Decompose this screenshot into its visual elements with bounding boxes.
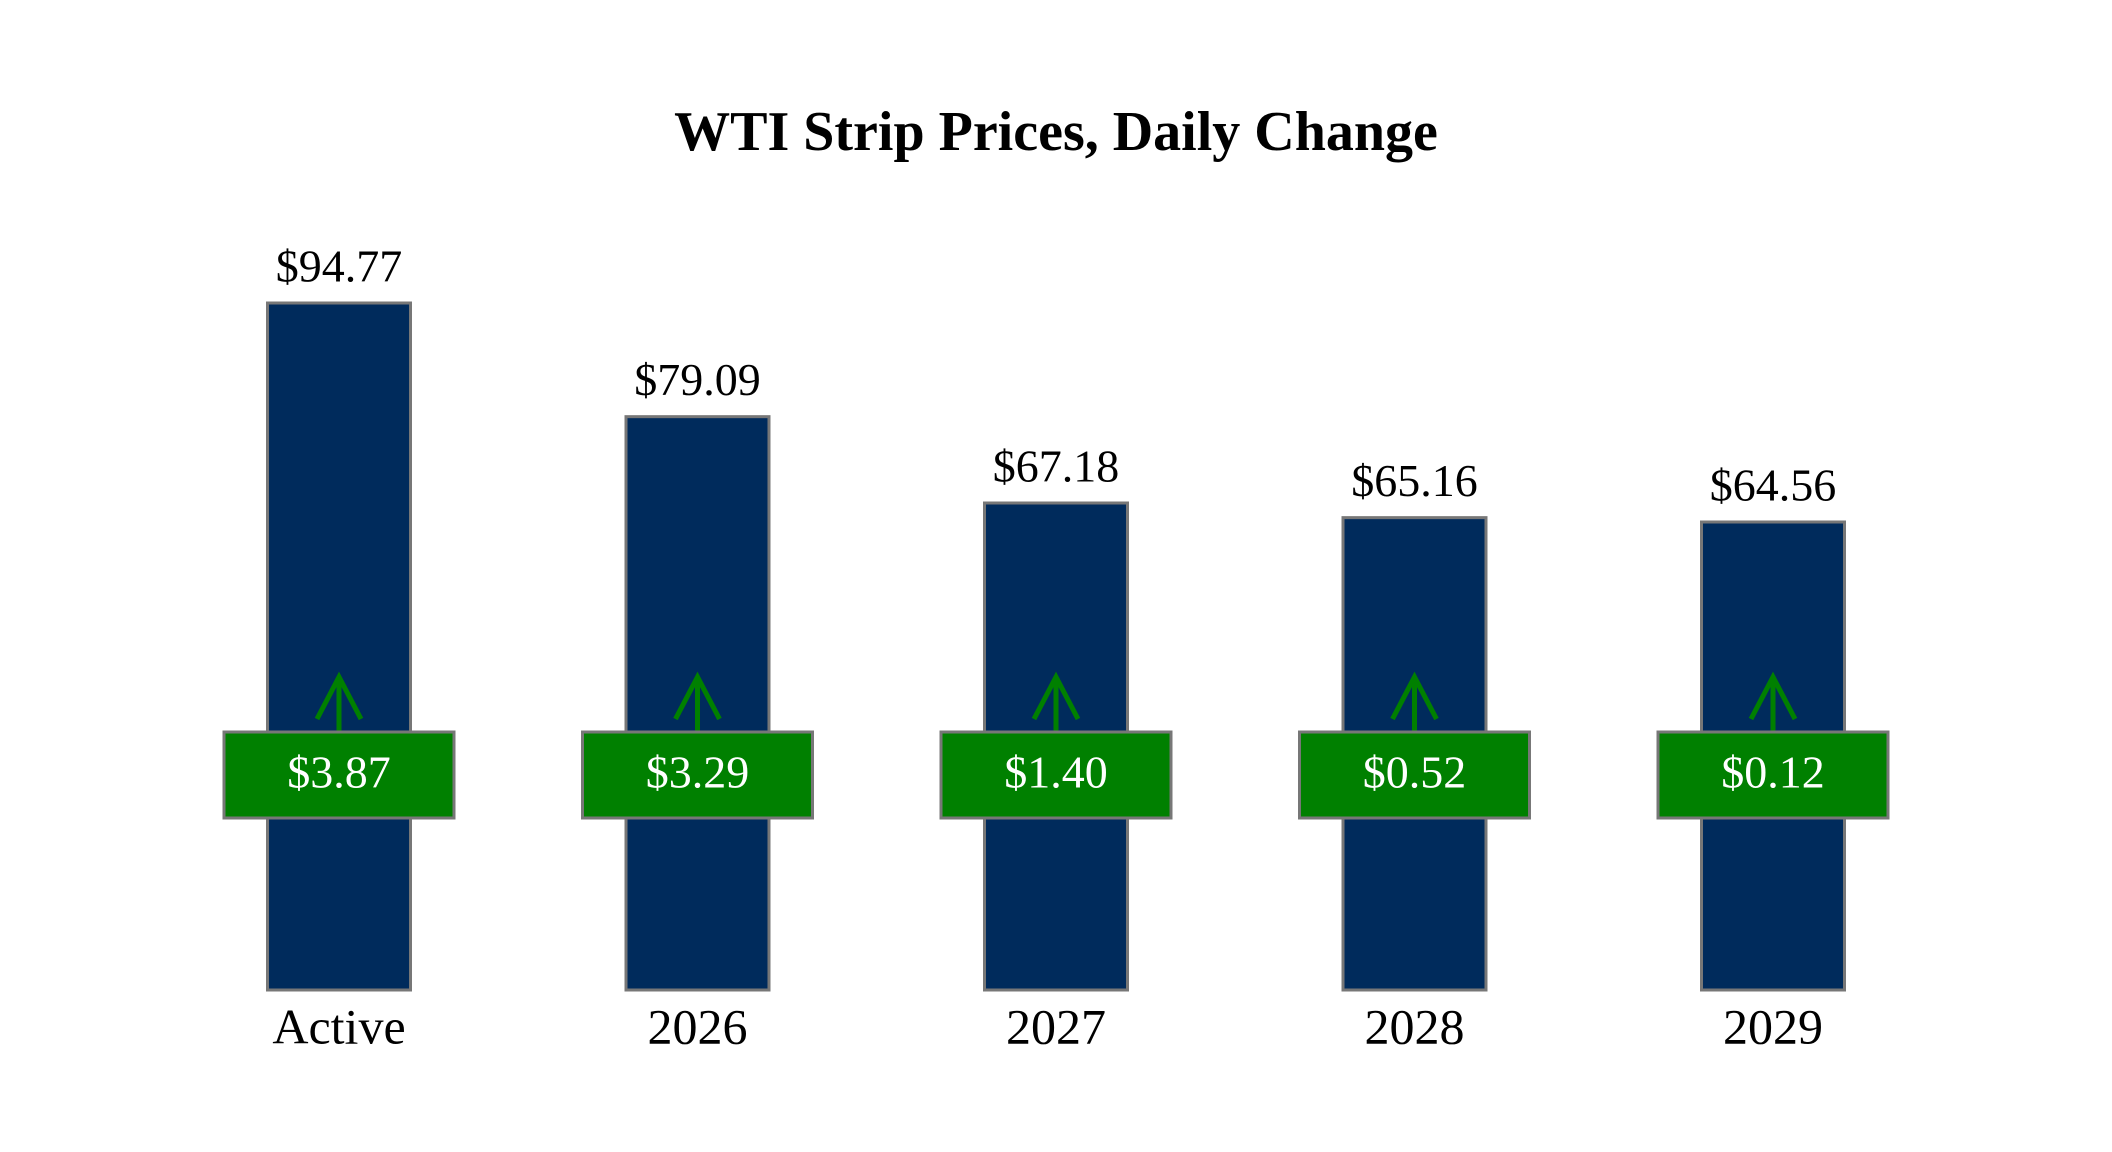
change-box [1656,730,1890,820]
change-label: $0.52 [1363,747,1467,798]
change-arrow [673,671,722,732]
change-box [939,730,1173,820]
change-box [1298,730,1531,820]
value-label: $79.09 [634,354,761,405]
value-label: $67.18 [993,441,1120,492]
chart-title: WTI Strip Prices, Daily Change [674,101,1438,163]
change-arrow [1748,671,1798,732]
bar [266,301,412,992]
x-tick-label: 2026 [648,998,748,1054]
x-tick-label: 2028 [1365,998,1465,1054]
change-box [222,730,456,820]
change-arrow [1031,671,1081,732]
change-label: $0.12 [1721,747,1825,798]
x-tick-label: 2029 [1723,998,1823,1054]
value-label: $94.77 [276,241,403,292]
value-label: $65.16 [1351,455,1478,506]
change-box [581,730,814,820]
value-label: $64.56 [1710,460,1837,511]
x-tick-label: 2027 [1006,998,1106,1054]
x-tick-label: Active [272,998,405,1054]
change-arrow [314,671,364,732]
change-arrow [1390,671,1439,732]
change-label: $1.40 [1004,747,1108,798]
change-label: $3.87 [287,747,391,798]
change-label: $3.29 [646,747,750,798]
